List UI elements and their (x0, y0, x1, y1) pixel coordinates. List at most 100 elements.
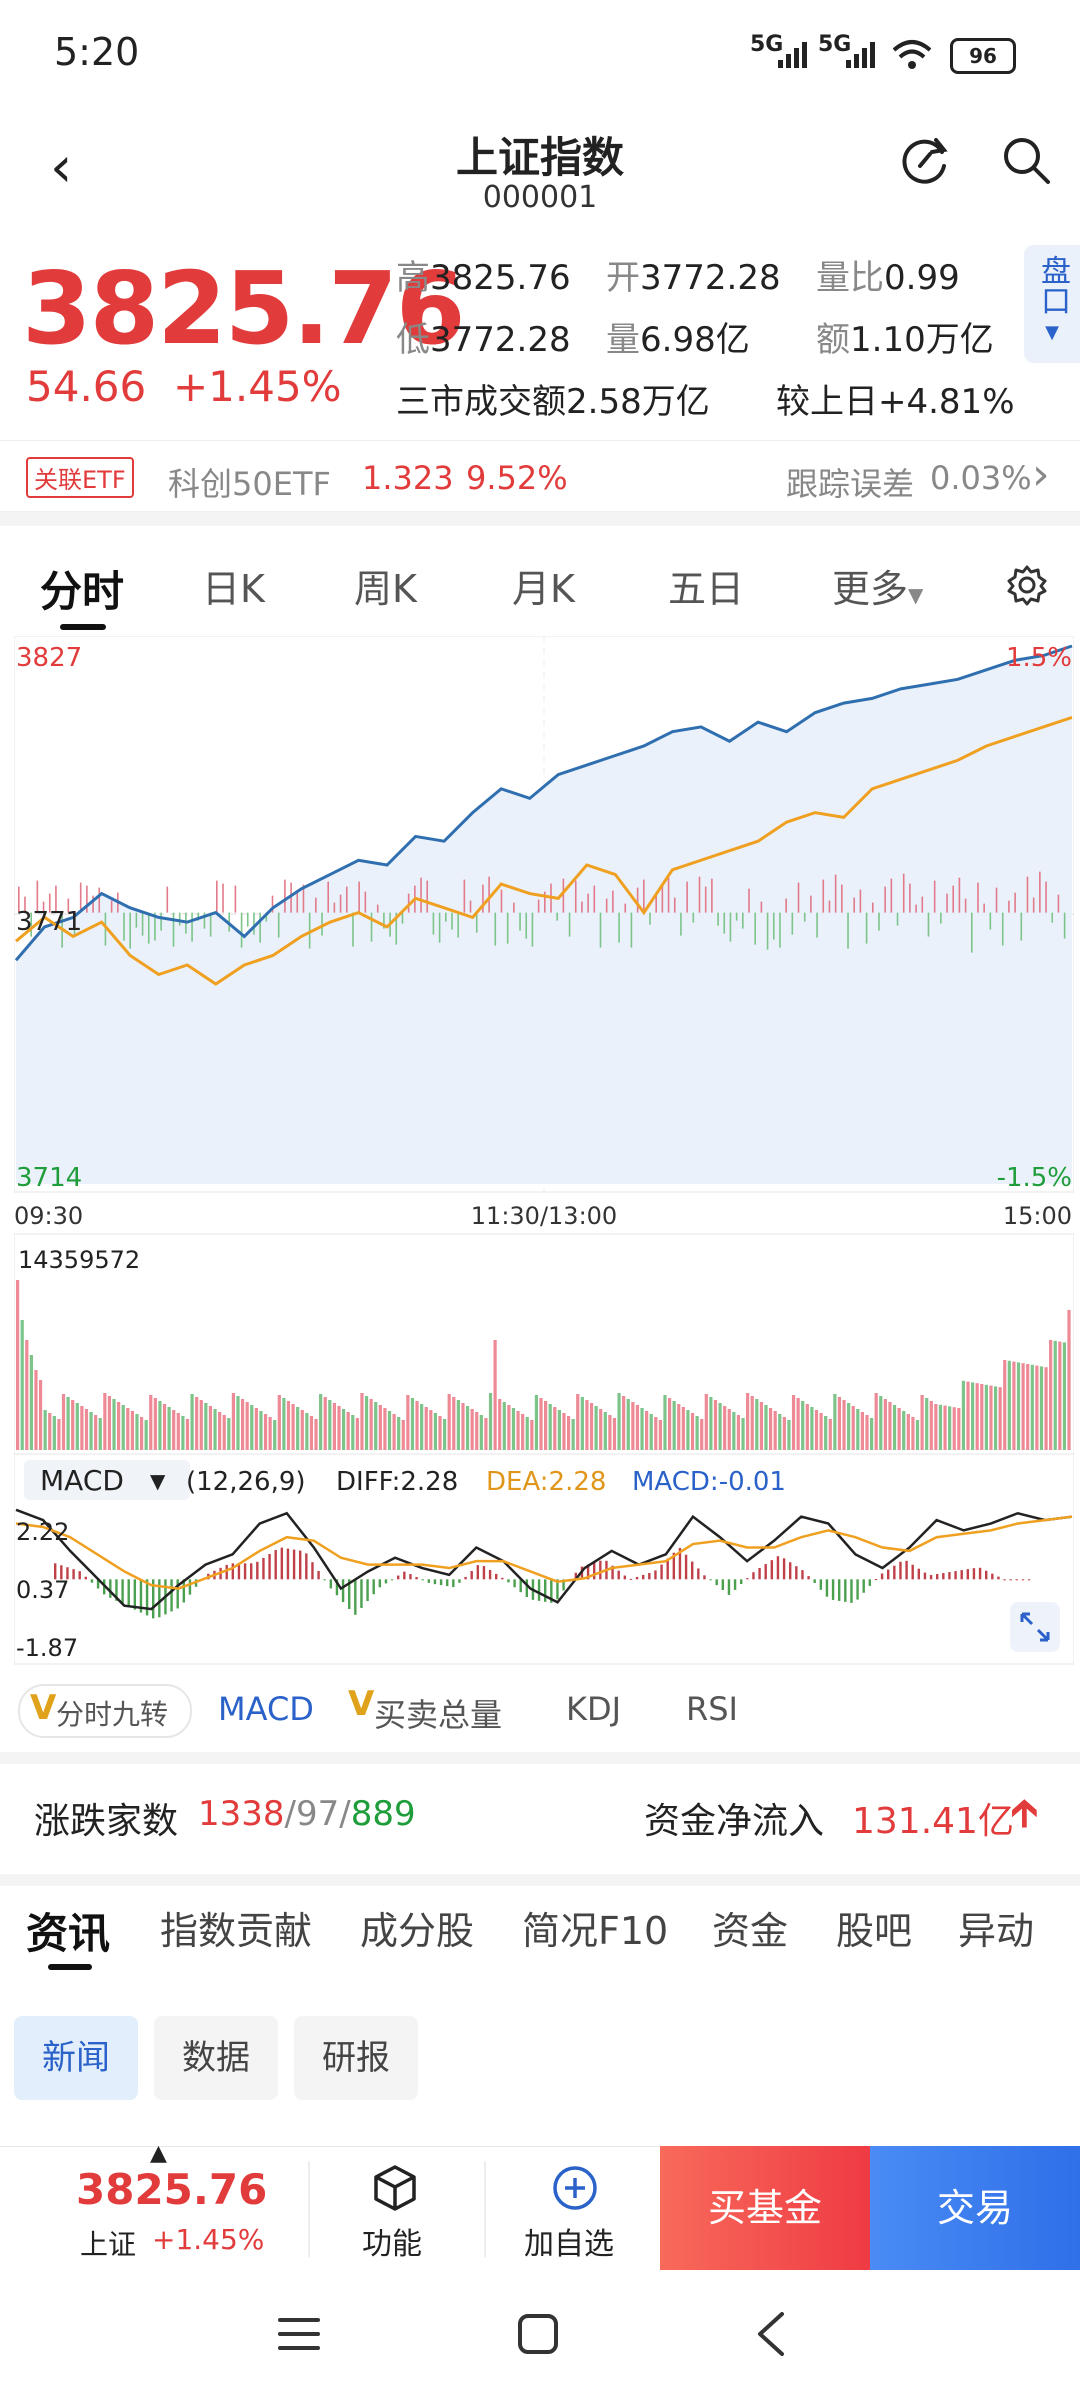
volume-bar (351, 1415, 355, 1450)
volume-bar (842, 1400, 846, 1450)
price-tick-bar (407, 893, 410, 913)
volume-bar (130, 1411, 134, 1450)
price-tick-bar (618, 912, 620, 943)
tab-news[interactable]: 资讯 (26, 1909, 111, 1958)
volume-bar (1007, 1360, 1011, 1450)
tab-intraday[interactable]: 分时 (40, 567, 125, 616)
price-tick-bar (364, 891, 367, 913)
volume-bar (222, 1415, 226, 1450)
volume-bar (571, 1419, 575, 1450)
chip-news[interactable]: 新闻 (14, 2016, 138, 2100)
tab-monthly-k[interactable]: 月K (512, 567, 575, 611)
status-bar: 5:20 5G 5G 96 (0, 0, 1080, 110)
tab-funds[interactable]: 资金 (712, 1909, 789, 1953)
volume-max-label: 14359572 (18, 1246, 140, 1274)
trade-button[interactable]: 交易 (870, 2146, 1080, 2270)
volume-bar (566, 1416, 571, 1450)
pankou-toggle[interactable]: 盘口 ▼ (1024, 245, 1080, 363)
macd-axis-mid: 0.37 (16, 1576, 69, 1604)
caret-down-icon: ▼ (150, 1469, 166, 1493)
macd-bar (721, 1579, 725, 1591)
price-tick-bar (544, 891, 546, 913)
macd-bar (776, 1556, 780, 1580)
indicator-buy-sell[interactable]: 买卖总量 (374, 1696, 503, 1734)
volume-bar (1003, 1360, 1007, 1450)
volume-bar (925, 1398, 929, 1450)
macd-bar (305, 1553, 308, 1580)
market-breadth-row[interactable]: 涨跌家数 1338/97/889 资金净流入 131.41亿 🡱 (0, 1752, 1080, 1886)
tab-five-day[interactable]: 五日 (668, 567, 745, 611)
tab-daily-k[interactable]: 日K (202, 567, 265, 611)
volume-bar (213, 1409, 217, 1450)
breadth-label: 涨跌家数 (34, 1801, 179, 1842)
price-tick-bar (989, 912, 992, 930)
menu-icon[interactable] (276, 2314, 322, 2354)
volume-bar (502, 1402, 506, 1450)
home-icon[interactable] (516, 2312, 560, 2356)
indicator-kdj[interactable]: KDJ (566, 1690, 622, 1728)
related-etf-row[interactable]: 关联ETF 科创50ETF 1.323 9.52% 跟踪误差 0.03% › (0, 440, 1080, 512)
indicator-tabs: V 分时九转 MACD V 买卖总量 KDJ RSI (0, 1680, 1080, 1740)
flow-label: 资金净流入 (644, 1801, 825, 1842)
volume-bar (548, 1404, 552, 1450)
macd-bar (372, 1579, 375, 1595)
indicator-rsi[interactable]: RSI (686, 1690, 738, 1728)
price-tick-bar (711, 878, 713, 913)
chip-data[interactable]: 数据 (154, 2016, 278, 2100)
price-tick-bar (797, 882, 800, 913)
price-tick-bar (18, 886, 20, 913)
price-tick-bar (308, 912, 311, 949)
add-watchlist-button[interactable]: 加自选 (510, 2157, 640, 2267)
macd-bar (525, 1579, 529, 1598)
tab-constituents[interactable]: 成分股 (360, 1909, 475, 1953)
macd-bar (446, 1579, 449, 1587)
tab-index-contribution[interactable]: 指数贡献 (160, 1909, 313, 1953)
price-tick-bar (438, 912, 441, 943)
tab-alerts[interactable]: 异动 (958, 1909, 1035, 1953)
volume-bar (80, 1406, 84, 1450)
tab-f10[interactable]: 简况F10 (522, 1909, 669, 1953)
tab-forum[interactable]: 股吧 (836, 1909, 913, 1953)
market-turnover-stat: 三市成交额2.58万亿 (396, 382, 710, 422)
price-tick-bar (853, 897, 856, 913)
price-tick-bar (1032, 897, 1035, 913)
settings-icon[interactable] (1006, 564, 1048, 606)
refresh-icon[interactable] (896, 130, 956, 190)
macd-bar (978, 1567, 982, 1580)
volume-bar (911, 1417, 915, 1450)
price-tick-bar (506, 912, 509, 944)
intraday-chart[interactable]: 3827 3771 3714 1.5% -1.5% 09:30 11:30/13… (13, 635, 1075, 1665)
volume-bar (677, 1404, 681, 1450)
chip-research[interactable]: 研报 (294, 2016, 418, 2100)
tab-more[interactable]: 更多▼ (832, 567, 924, 611)
search-icon[interactable] (996, 130, 1056, 190)
volume-bar (195, 1397, 199, 1450)
macd-bar (458, 1579, 461, 1583)
function-button[interactable]: 功能 (340, 2157, 450, 2267)
macd-bar (78, 1571, 81, 1580)
macd-bar (311, 1562, 314, 1580)
macd-bar (1027, 1579, 1031, 1581)
diff-line (15, 1508, 1073, 1611)
volume-bar (199, 1400, 203, 1450)
indicator-macd[interactable]: MACD (218, 1690, 314, 1728)
volume-bar (787, 1420, 791, 1450)
macd-bar (366, 1579, 369, 1602)
expand-button[interactable] (1010, 1602, 1060, 1652)
price-tick-bar (574, 880, 577, 913)
back-button[interactable]: ‹ (50, 135, 73, 200)
volume-bar (929, 1401, 933, 1450)
volume-bar (750, 1396, 754, 1450)
volume-bar (94, 1415, 98, 1450)
buy-fund-button[interactable]: 买基金 (660, 2146, 870, 2270)
tab-weekly-k[interactable]: 周K (354, 567, 417, 611)
change-percent: +1.45% (172, 362, 342, 411)
price-tick-bar (810, 895, 812, 913)
back-nav-icon[interactable] (752, 2310, 792, 2358)
price-tick-bar (141, 912, 144, 936)
indicator-nine-turn[interactable]: V 分时九转 (18, 1684, 192, 1738)
macd-bar (409, 1574, 412, 1580)
macd-bar (1015, 1579, 1019, 1581)
chevron-right-icon: › (1032, 449, 1050, 500)
macd-selector[interactable] (24, 1460, 190, 1500)
